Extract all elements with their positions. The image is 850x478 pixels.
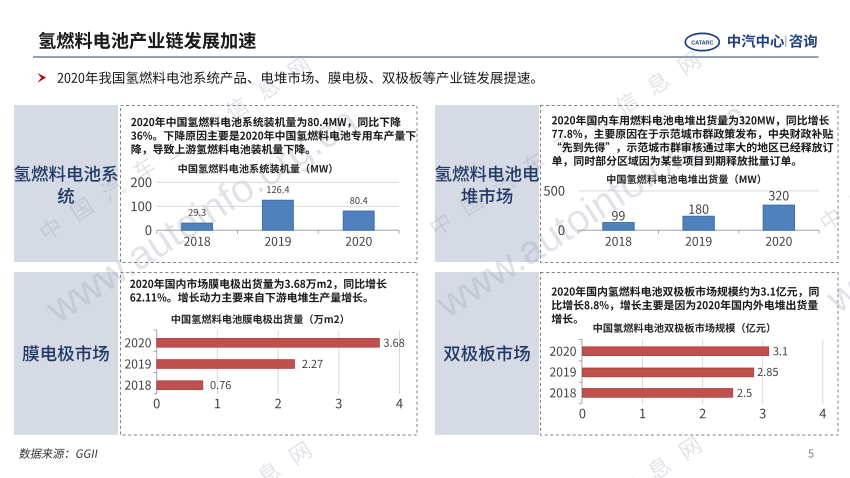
svg-text:CATARC: CATARC [691, 40, 713, 46]
